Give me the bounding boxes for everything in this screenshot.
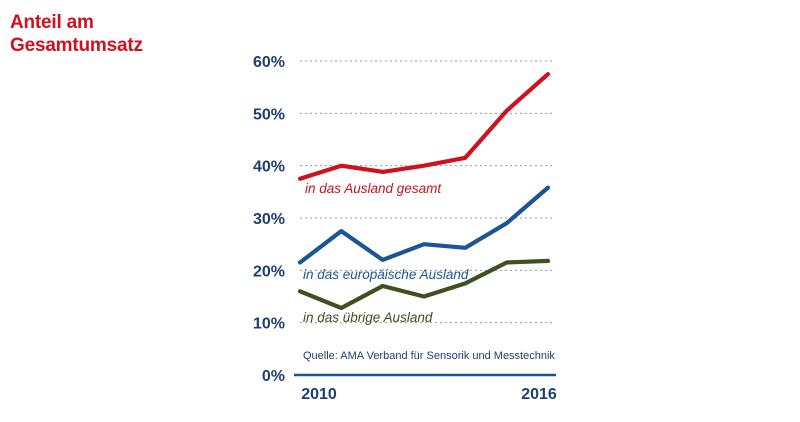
axes: 0% 10% 20% 30% 40% 50% 60% 2010 2016 (253, 54, 557, 403)
chart-title: Anteil am Gesamtumsatz (10, 11, 230, 57)
y-tick-label-20: 20% (253, 263, 285, 280)
y-tick-label-40: 40% (253, 159, 285, 176)
y-tick-label-10: 10% (253, 316, 285, 333)
y-tick-label-50: 50% (253, 106, 285, 123)
series-line-uebriges-ausland (297, 258, 551, 311)
series-line-ausland-gesamt (297, 71, 551, 181)
series-lines (297, 71, 551, 311)
series-label-europaeisches-ausland: in das europäische Ausland (303, 267, 469, 282)
source-note: Quelle: AMA Verband für Sensorik und Mes… (303, 350, 555, 362)
chart-title-line-1: Anteil am (10, 12, 94, 33)
x-tick-label-2010: 2010 (301, 386, 337, 403)
chart-title-line-2: Gesamtumsatz (10, 35, 143, 56)
x-tick-label-2016: 2016 (521, 386, 557, 403)
y-tick-label-60: 60% (253, 54, 285, 71)
series-label-uebriges-ausland: in das übrige Ausland (303, 310, 433, 325)
series-label-ausland-gesamt: in das Ausland gesamt (305, 181, 442, 196)
y-tick-label-0: 0% (262, 368, 285, 385)
series-line-europaeisches-ausland (297, 185, 551, 265)
series-labels: in das Ausland gesamt in das europäische … (303, 181, 469, 325)
y-tick-label-30: 30% (253, 211, 285, 228)
